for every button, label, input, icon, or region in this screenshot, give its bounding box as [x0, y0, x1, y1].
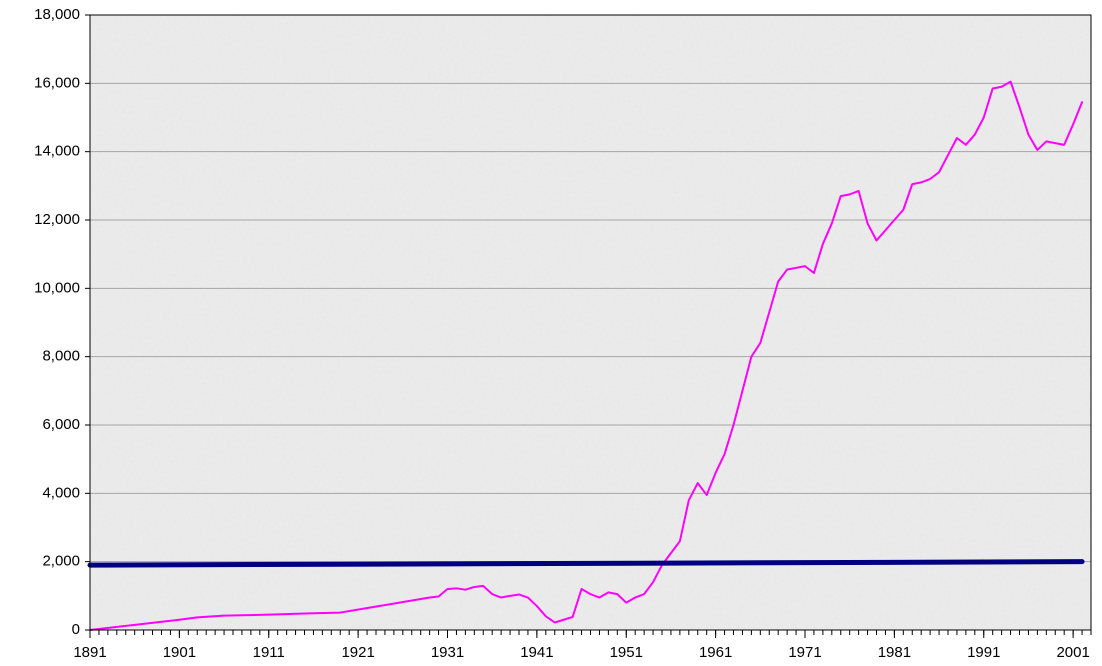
- x-tick-label: 1951: [610, 644, 643, 661]
- x-tick-label: 1921: [341, 644, 374, 661]
- series-line: [89, 80, 1084, 631]
- y-tick-label: 2,000: [42, 553, 80, 570]
- x-tick-label: 1911: [253, 644, 285, 661]
- x-tick-label: 1991: [967, 644, 1000, 661]
- y-tick-label: 18,000: [34, 6, 80, 23]
- y-tick-label: 14,000: [34, 143, 80, 160]
- y-tick-label: 0: [72, 621, 80, 638]
- y-tick-label: 4,000: [42, 484, 80, 501]
- x-tick-label: 1901: [163, 644, 196, 661]
- y-tick-label: 10,000: [34, 279, 80, 296]
- x-tick-label: 1891: [73, 644, 106, 661]
- x-tick-label: 1971: [788, 644, 821, 661]
- y-tick-label: 6,000: [42, 416, 80, 433]
- x-tick-label: 1961: [699, 644, 732, 661]
- x-tick-label: 1931: [431, 644, 464, 661]
- x-tick-label: 1941: [520, 644, 553, 661]
- y-tick-label: 16,000: [34, 74, 80, 91]
- x-tick-label: 2001: [1056, 644, 1089, 661]
- y-tick-label: 12,000: [34, 211, 80, 228]
- y-tick-label: 8,000: [42, 348, 80, 365]
- plot-texture: [90, 15, 1091, 630]
- x-tick-label: 1981: [878, 644, 911, 661]
- series-line: [87, 559, 1085, 568]
